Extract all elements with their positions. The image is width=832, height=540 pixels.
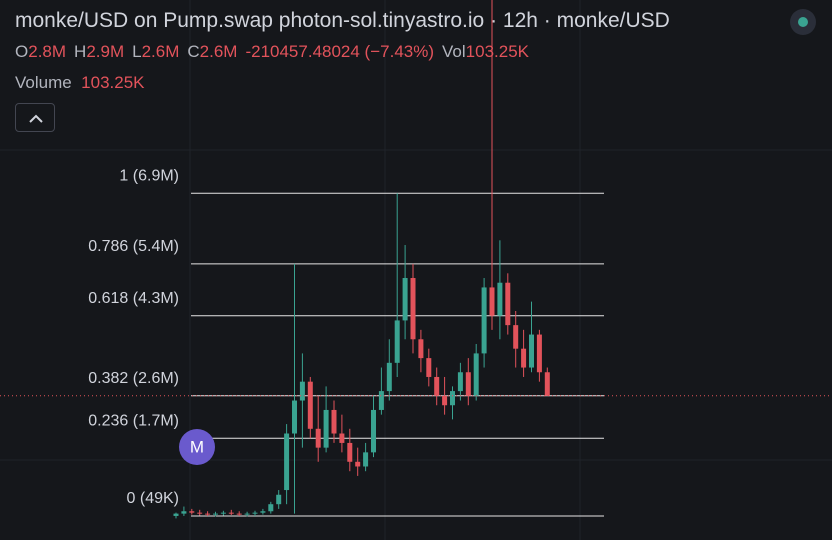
candle-body <box>299 381 305 401</box>
candle-body <box>268 504 274 512</box>
candle-body <box>228 512 234 514</box>
change: -210457.48024 (−7.43%) <box>245 42 435 61</box>
candle-body <box>521 348 527 368</box>
candle-body <box>236 513 242 515</box>
candle-body <box>331 409 337 434</box>
candle-body <box>197 512 203 514</box>
candle-body <box>307 381 313 429</box>
candle-body <box>505 282 511 326</box>
candle-body <box>173 513 179 516</box>
candle-body <box>418 339 424 359</box>
ohlc-key: C <box>187 42 200 61</box>
ohlc-value: 2.6M <box>141 42 180 61</box>
candle-body <box>465 372 471 396</box>
candle-body <box>371 409 376 453</box>
candle-body <box>536 334 542 373</box>
fib-label: 1 (6.9M) <box>119 167 179 184</box>
marker-badge <box>179 429 215 465</box>
candle-body <box>347 442 353 462</box>
ohlc-value: 2.8M <box>28 42 67 61</box>
candle-body <box>292 400 297 434</box>
candle-body <box>205 513 211 515</box>
candle-body <box>529 334 534 368</box>
candle-body <box>402 278 408 321</box>
candle-body <box>394 320 400 363</box>
ohlc-value: 2.6M <box>199 42 238 61</box>
marker-label: M <box>190 437 204 456</box>
ohlc-key: O <box>15 42 29 61</box>
candle-body <box>489 287 495 316</box>
candle-body <box>315 428 321 448</box>
collapse-button[interactable] <box>15 103 55 132</box>
fib-label: 0 (49K) <box>127 490 179 507</box>
candle-body <box>378 391 384 410</box>
candle-body <box>323 409 329 448</box>
status-indicator[interactable] <box>790 9 816 35</box>
ohlc-row: O2.8M H2.9M L2.6M C2.6M -210457.48024 (−7.43… <box>15 42 537 62</box>
candle-body <box>386 362 392 392</box>
candle-body <box>284 433 290 491</box>
candle-body <box>410 278 416 340</box>
candle-body <box>450 391 455 406</box>
candle-body <box>355 461 361 467</box>
fib-label: 0.236 (1.7M) <box>88 412 179 429</box>
candle-body <box>181 511 187 514</box>
fib-label: 0.382 (2.6M) <box>88 370 179 387</box>
fib-label: 0.618 (4.3M) <box>88 290 179 307</box>
candle-body <box>189 511 195 513</box>
ohlc-key: L <box>132 42 142 61</box>
candle-body <box>252 512 258 514</box>
fib-label: 0.786 (5.4M) <box>88 238 179 255</box>
volume-label: Volume <box>15 73 72 92</box>
candle-body <box>244 513 250 515</box>
candle-body <box>442 395 448 406</box>
candle-body <box>363 452 369 467</box>
ohlc-key: H <box>74 42 87 61</box>
ohlc-value: 2.9M <box>86 42 125 61</box>
chevron <box>29 114 43 123</box>
candle-body <box>260 511 266 513</box>
vol-label: Vol <box>442 42 466 61</box>
candle-body <box>213 513 218 515</box>
candle-body <box>220 512 226 514</box>
candle-body <box>434 376 440 396</box>
candle-body <box>473 353 479 396</box>
candle-body <box>457 372 463 392</box>
candle-body <box>497 282 503 316</box>
candle-body <box>339 433 345 443</box>
candle-body <box>544 372 550 396</box>
candle-body <box>481 287 487 354</box>
chart-title: monke/USD on Pump.swap photon-sol.tinyas… <box>15 9 670 32</box>
candle-body <box>426 358 432 377</box>
candle-body <box>276 494 282 505</box>
volume-row: Volume 103.25K <box>15 73 153 93</box>
candle-body <box>513 325 519 349</box>
volume-value: 103.25K <box>81 73 145 92</box>
vol-value: 103.25K <box>465 42 529 61</box>
